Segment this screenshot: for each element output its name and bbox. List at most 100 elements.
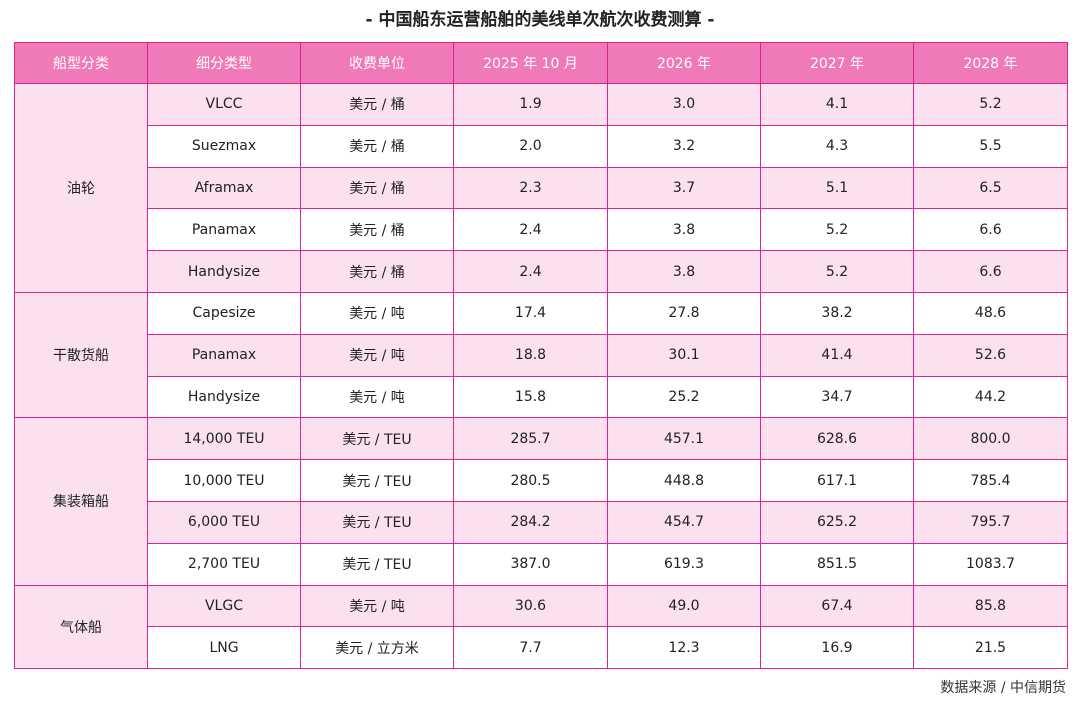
- value-cell: 5.2: [913, 83, 1068, 126]
- value-cell: 457.1: [607, 417, 761, 461]
- value-cell: 7.7: [453, 626, 608, 670]
- header-category: 船型分类: [14, 42, 148, 84]
- value-cell: 795.7: [913, 500, 1068, 544]
- value-cell: 280.5: [453, 459, 608, 502]
- value-cell: 4.1: [760, 83, 914, 126]
- subtype-cell: 14,000 TEU: [147, 417, 301, 461]
- subtype-cell: 10,000 TEU: [147, 459, 301, 502]
- value-cell: 1083.7: [913, 542, 1068, 586]
- subtype-cell: Aframax: [147, 166, 301, 210]
- value-cell: 285.7: [453, 417, 608, 461]
- value-cell: 6.5: [913, 166, 1068, 210]
- fee-table: 船型分类 细分类型 收费单位 2025 年 10 月 2026 年 2027 年…: [14, 42, 1068, 670]
- value-cell: 4.3: [760, 124, 914, 168]
- value-cell: 2.3: [453, 166, 608, 210]
- unit-cell: 美元 / 吨: [300, 291, 454, 335]
- value-cell: 628.6: [760, 417, 914, 461]
- table-row: Panamax 美元 / 吨 18.8 30.1 41.4 52.6: [15, 333, 1068, 377]
- value-cell: 625.2: [760, 500, 914, 544]
- value-cell: 3.8: [607, 250, 761, 293]
- table-row: LNG 美元 / 立方米 7.7 12.3 16.9 21.5: [15, 626, 1068, 670]
- unit-cell: 美元 / 立方米: [300, 626, 454, 670]
- value-cell: 30.6: [453, 584, 608, 628]
- value-cell: 2.4: [453, 250, 608, 293]
- value-cell: 38.2: [760, 291, 914, 335]
- value-cell: 3.7: [607, 166, 761, 210]
- unit-cell: 美元 / TEU: [300, 417, 454, 461]
- unit-cell: 美元 / 吨: [300, 333, 454, 377]
- subtype-cell: VLGC: [147, 584, 301, 628]
- value-cell: 3.8: [607, 208, 761, 252]
- subtype-cell: VLCC: [147, 83, 301, 126]
- source-note: 数据来源 / 中信期货: [940, 680, 1066, 696]
- header-row: 船型分类 细分类型 收费单位 2025 年 10 月 2026 年 2027 年…: [14, 42, 1068, 84]
- unit-cell: 美元 / TEU: [300, 500, 454, 544]
- value-cell: 52.6: [913, 333, 1068, 377]
- value-cell: 448.8: [607, 459, 761, 502]
- category-cell: 干散货船: [14, 291, 148, 419]
- value-cell: 2.4: [453, 208, 608, 252]
- value-cell: 1.9: [453, 83, 608, 126]
- value-cell: 284.2: [453, 500, 608, 544]
- table-row: Handysize 美元 / 桶 2.4 3.8 5.2 6.6: [15, 250, 1068, 293]
- value-cell: 387.0: [453, 542, 608, 586]
- value-cell: 85.8: [913, 584, 1068, 628]
- table-row: Aframax 美元 / 桶 2.3 3.7 5.1 6.5: [15, 166, 1068, 210]
- value-cell: 3.0: [607, 83, 761, 126]
- value-cell: 18.8: [453, 333, 608, 377]
- subtype-cell: Panamax: [147, 208, 301, 252]
- header-2027: 2027 年: [760, 42, 914, 84]
- value-cell: 800.0: [913, 417, 1068, 461]
- table-row: Suezmax 美元 / 桶 2.0 3.2 4.3 5.5: [15, 124, 1068, 168]
- value-cell: 619.3: [607, 542, 761, 586]
- value-cell: 785.4: [913, 459, 1068, 502]
- table-row: 油轮 VLCC 美元 / 桶 1.9 3.0 4.1 5.2: [14, 83, 1068, 293]
- value-cell: 17.4: [453, 291, 608, 335]
- header-2026: 2026 年: [607, 42, 761, 84]
- value-cell: 41.4: [760, 333, 914, 377]
- value-cell: 27.8: [607, 291, 761, 335]
- unit-cell: 美元 / TEU: [300, 459, 454, 502]
- subtype-cell: LNG: [147, 626, 301, 670]
- subtype-cell: 2,700 TEU: [147, 542, 301, 586]
- subtype-cell: Handysize: [147, 375, 301, 419]
- subtype-cell: Suezmax: [147, 124, 301, 168]
- value-cell: 5.2: [760, 250, 914, 293]
- unit-cell: 美元 / 桶: [300, 124, 454, 168]
- value-cell: 30.1: [607, 333, 761, 377]
- table-row: 2,700 TEU 美元 / TEU 387.0 619.3 851.5 1083.7: [15, 542, 1068, 586]
- unit-cell: 美元 / 吨: [300, 584, 454, 628]
- table-row: 气体船 VLGC 美元 / 吨 30.6 49.0 67.4 85.8: [14, 584, 1068, 670]
- value-cell: 617.1: [760, 459, 914, 502]
- category-cell: 集装箱船: [14, 417, 148, 586]
- value-cell: 44.2: [913, 375, 1068, 419]
- unit-cell: 美元 / 桶: [300, 166, 454, 210]
- page-title: - 中国船东运营船舶的美线单次航次收费测算 -: [365, 10, 715, 30]
- unit-cell: 美元 / 吨: [300, 375, 454, 419]
- value-cell: 5.2: [760, 208, 914, 252]
- header-2025: 2025 年 10 月: [453, 42, 608, 84]
- unit-cell: 美元 / 桶: [300, 250, 454, 293]
- unit-cell: 美元 / 桶: [300, 208, 454, 252]
- value-cell: 16.9: [760, 626, 914, 670]
- value-cell: 454.7: [607, 500, 761, 544]
- value-cell: 851.5: [760, 542, 914, 586]
- value-cell: 21.5: [913, 626, 1068, 670]
- value-cell: 6.6: [913, 250, 1068, 293]
- value-cell: 34.7: [760, 375, 914, 419]
- value-cell: 2.0: [453, 124, 608, 168]
- category-cell: 气体船: [14, 584, 148, 670]
- value-cell: 48.6: [913, 291, 1068, 335]
- subtype-cell: Capesize: [147, 291, 301, 335]
- table-row: 10,000 TEU 美元 / TEU 280.5 448.8 617.1 785.4: [15, 459, 1068, 502]
- table-row: Handysize 美元 / 吨 15.8 25.2 34.7 44.2: [15, 375, 1068, 419]
- header-2028: 2028 年: [913, 42, 1068, 84]
- header-unit: 收费单位: [300, 42, 454, 84]
- value-cell: 49.0: [607, 584, 761, 628]
- category-cell: 油轮: [14, 83, 148, 293]
- unit-cell: 美元 / 桶: [300, 83, 454, 126]
- table-row: 6,000 TEU 美元 / TEU 284.2 454.7 625.2 795.7: [15, 500, 1068, 544]
- subtype-cell: Handysize: [147, 250, 301, 293]
- value-cell: 5.5: [913, 124, 1068, 168]
- table-row: 干散货船 Capesize 美元 / 吨 17.4 27.8 38.2 48.6: [14, 291, 1068, 419]
